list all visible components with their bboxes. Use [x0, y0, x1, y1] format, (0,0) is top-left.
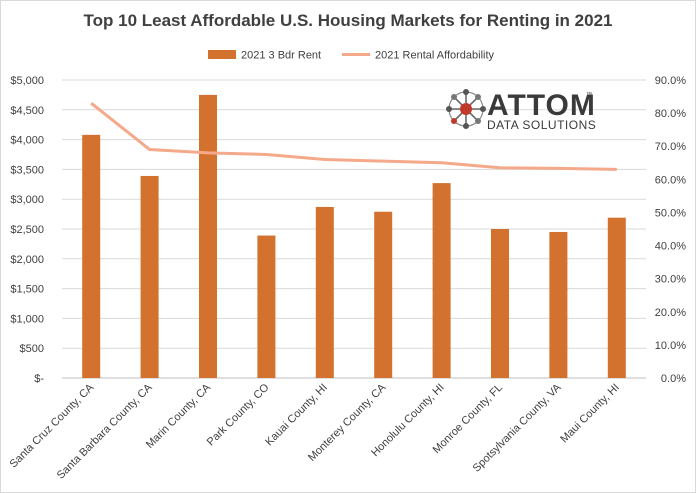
y-right-tick-label: 70.0%: [655, 141, 686, 153]
affordability-line: [90, 102, 617, 171]
logo-trademark: ™: [586, 91, 592, 98]
bar: [549, 231, 568, 378]
attom-logo: ATTOM ™ DATA SOLUTIONS: [446, 89, 596, 132]
y-left-tick-label: $2,000: [10, 254, 44, 266]
bar: [374, 211, 393, 378]
bar: [140, 175, 159, 378]
y-left-tick-label: $3,500: [10, 164, 44, 176]
y-left-tick-label: $4,500: [10, 105, 44, 117]
y-right-tick-label: 60.0%: [655, 174, 686, 186]
logo-tagline: DATA SOLUTIONS: [487, 118, 596, 132]
y-right-tick-label: 10.0%: [655, 340, 686, 352]
chart-title: Top 10 Least Affordable U.S. Housing Mar…: [84, 11, 613, 30]
legend: 2021 3 Bdr Rent 2021 Rental Affordabilit…: [208, 50, 495, 62]
y-left-tick-label: $-: [34, 373, 44, 385]
legend-label-rent: 2021 3 Bdr Rent: [241, 50, 321, 62]
y-left-tick-label: $4,000: [10, 135, 44, 147]
y-right-tick-label: 20.0%: [655, 307, 686, 319]
y-left-tick-label: $2,500: [10, 224, 44, 236]
bar: [432, 183, 451, 378]
bar: [257, 235, 276, 378]
line-series: [90, 102, 617, 171]
y-left-tick-label: $1,500: [10, 284, 44, 296]
legend-label-affordability: 2021 Rental Affordability: [375, 50, 495, 62]
logo-brand: ATTOM: [487, 89, 596, 122]
bar: [607, 217, 626, 378]
bar: [199, 94, 217, 379]
y-axis-right: 0.0% 10.0% 20.0% 30.0% 40.0% 50.0% 60.0% 70.0% 8…: [655, 75, 686, 385]
y-right-tick-label: 40.0%: [655, 241, 686, 253]
y-right-tick-label: 0.0%: [661, 373, 686, 385]
bar: [491, 229, 509, 378]
y-axis-left: $- $500 $1,000 $1,500 $2,000 $2,500 $3,000 $3,5…: [10, 75, 44, 385]
y-left-tick-label: $3,000: [10, 194, 44, 206]
gridlines: [62, 79, 646, 379]
bar: [315, 206, 334, 378]
bar-series: [82, 94, 626, 379]
y-left-tick-label: $500: [20, 343, 44, 355]
y-left-tick-label: $1,000: [10, 313, 44, 325]
bar: [82, 134, 101, 378]
legend-swatch-rent: [208, 50, 236, 59]
y-right-tick-label: 50.0%: [655, 207, 686, 219]
atom-icon: [446, 89, 486, 129]
y-left-tick-label: $5,000: [10, 75, 44, 87]
y-right-tick-label: 90.0%: [655, 75, 686, 87]
y-right-tick-label: 80.0%: [655, 108, 686, 120]
y-right-tick-label: 30.0%: [655, 274, 686, 286]
